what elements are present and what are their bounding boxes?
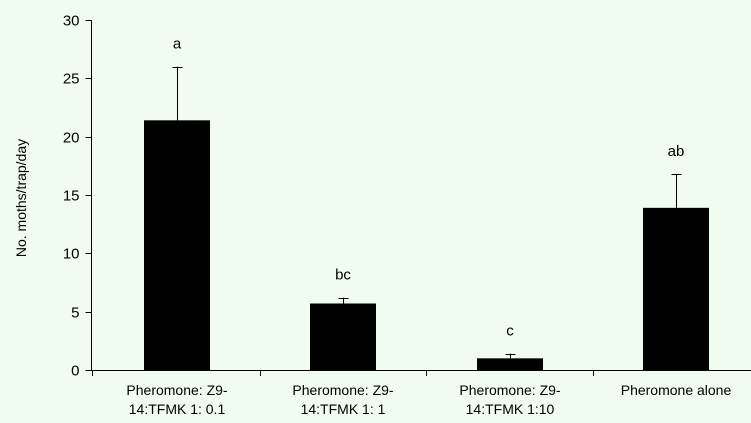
y-tick-label: 15 bbox=[63, 188, 80, 205]
y-axis-title: No. moths/trap/day bbox=[13, 139, 29, 257]
significance-label: c bbox=[506, 323, 514, 340]
bar bbox=[477, 358, 543, 370]
significance-label: ab bbox=[668, 143, 685, 160]
y-tick-label: 25 bbox=[63, 71, 80, 88]
bars bbox=[144, 120, 709, 370]
category-label: Pheromone: Z9-14:TFMK 1:10 bbox=[459, 382, 560, 417]
category-labels: Pheromone: Z9-14:TFMK 1: 0.1 Pheromone: Z… bbox=[126, 382, 731, 417]
error-bars bbox=[172, 66, 682, 359]
x-ticks bbox=[92, 370, 594, 376]
category-label: Pheromone: Z9-14:TFMK 1: 1 bbox=[292, 382, 393, 417]
bar bbox=[310, 303, 376, 370]
category-label: Pheromone: Z9-14:TFMK 1: 0.1 bbox=[126, 382, 227, 417]
y-tick-label: 20 bbox=[63, 130, 80, 147]
y-axis-title-group: No. moths/trap/day bbox=[13, 139, 29, 257]
y-tick-label: 30 bbox=[63, 13, 80, 30]
bar bbox=[643, 207, 709, 370]
significance-labels: a bc c ab bbox=[173, 36, 685, 340]
bar bbox=[144, 120, 210, 370]
y-tick-label: 5 bbox=[71, 305, 79, 322]
plot-area: 0 5 10 15 20 25 30 a bc c ab Pheromone: Z9-14:TFM… bbox=[63, 13, 751, 417]
significance-label: bc bbox=[335, 267, 351, 284]
y-tick-label: 10 bbox=[63, 246, 80, 263]
category-label: Pheromone alone bbox=[621, 382, 732, 398]
significance-label: a bbox=[173, 36, 182, 53]
y-tick-label: 0 bbox=[71, 363, 79, 380]
y-ticks: 0 5 10 15 20 25 30 bbox=[63, 13, 92, 380]
